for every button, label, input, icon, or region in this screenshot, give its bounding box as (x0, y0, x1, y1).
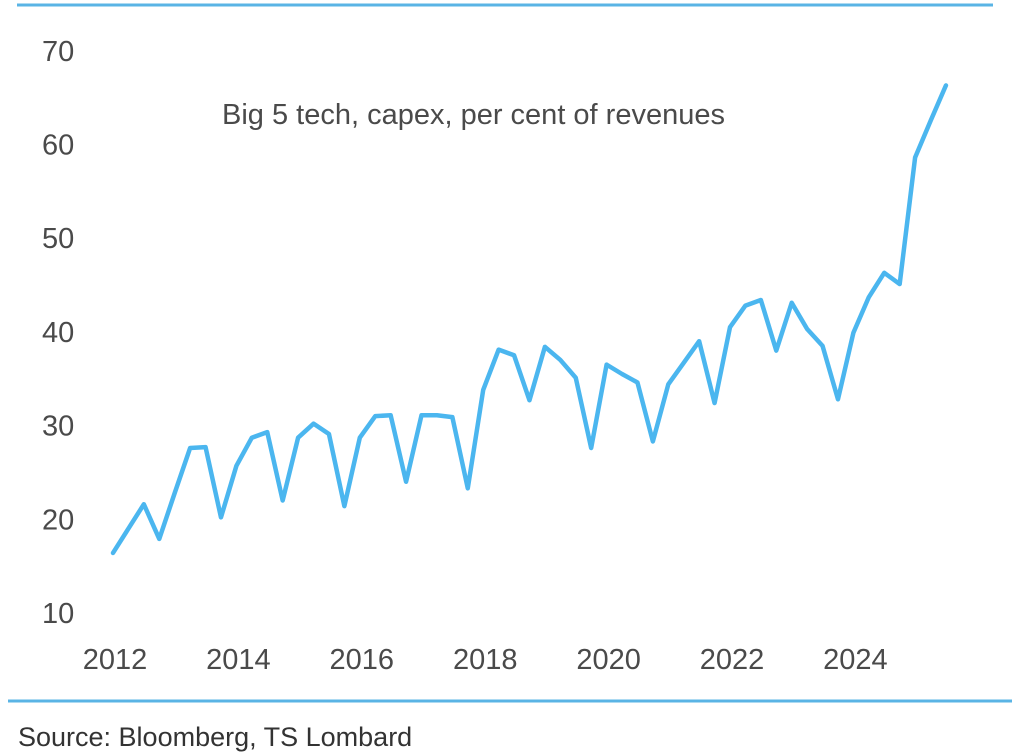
source-note: Source: Bloomberg, TS Lombard (18, 722, 413, 752)
y-tick-label: 40 (42, 317, 74, 349)
x-tick-label: 2024 (823, 644, 888, 676)
y-tick-label: 50 (42, 223, 74, 255)
y-tick-label: 30 (42, 411, 74, 443)
y-tick-label: 60 (42, 130, 74, 162)
x-tick-label: 2014 (206, 644, 271, 676)
chart-title: Big 5 tech, capex, per cent of revenues (222, 99, 725, 131)
x-tick-label: 2018 (453, 644, 518, 676)
y-tick-label: 10 (42, 598, 74, 630)
x-tick-label: 2020 (576, 644, 641, 676)
x-tick-label: 2016 (330, 644, 395, 676)
x-tick-label: 2012 (83, 644, 148, 676)
y-tick-label: 70 (42, 36, 74, 68)
x-tick-label: 2022 (700, 644, 765, 676)
series-line (110, 83, 949, 556)
y-tick-label: 20 (42, 504, 74, 536)
